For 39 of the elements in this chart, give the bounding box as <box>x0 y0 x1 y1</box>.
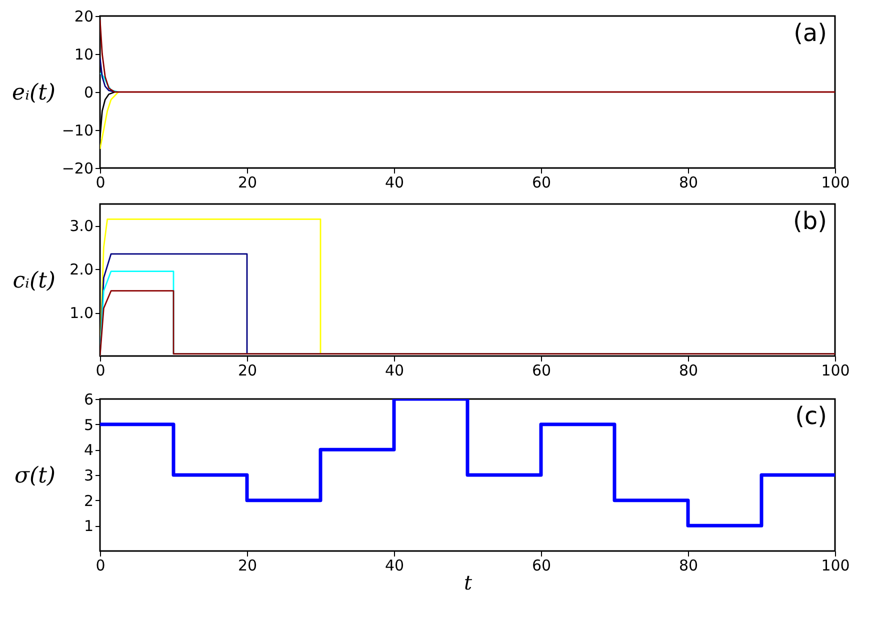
x-tick-label: 100 <box>821 174 850 192</box>
y-axis-title: eᵢ(t) <box>12 80 56 106</box>
x-tick-label: 20 <box>238 174 258 192</box>
annotation: (b) <box>793 207 827 235</box>
y-tick-label: 3.0 <box>70 217 94 236</box>
x-tick-label: 60 <box>532 556 552 574</box>
y-tick-label: 1.0 <box>70 304 94 322</box>
y-axis-title: σ(t) <box>14 464 56 488</box>
x-tick-label: 40 <box>384 362 404 380</box>
y-tick-label: −20 <box>62 160 94 178</box>
x-tick-label: 40 <box>384 556 404 574</box>
y-tick-label: 2 <box>84 492 94 510</box>
y-tick-label: 20 <box>74 8 94 26</box>
x-tick-label: 0 <box>96 174 106 192</box>
y-tick-label: 5 <box>84 416 94 434</box>
y-tick-label: 3 <box>84 466 94 484</box>
x-tick-label: 100 <box>821 556 850 574</box>
x-tick-label: 0 <box>96 362 106 380</box>
x-tick-label: 60 <box>532 362 552 380</box>
x-tick-label: 80 <box>678 174 698 192</box>
x-tick-label: 40 <box>384 174 404 192</box>
x-tick-label: 80 <box>678 362 698 380</box>
y-tick-label: 2.0 <box>70 260 94 279</box>
y-tick-label: 10 <box>74 46 94 64</box>
y-tick-label: −10 <box>62 122 94 140</box>
y-axis-title: cᵢ(t) <box>12 268 56 294</box>
x-tick-label: 80 <box>678 556 698 574</box>
x-tick-label: 100 <box>821 362 850 380</box>
annotation: (a) <box>794 19 827 47</box>
y-tick-label: 1 <box>84 517 94 536</box>
x-tick-label: 0 <box>96 556 106 574</box>
y-tick-label: 0 <box>84 84 94 102</box>
x-tick-label: 20 <box>238 362 258 380</box>
annotation: (c) <box>795 402 827 430</box>
x-tick-label: 20 <box>238 556 258 574</box>
x-axis-title: t <box>464 570 473 594</box>
x-tick-label: 60 <box>532 174 552 192</box>
y-tick-label: 4 <box>84 441 94 460</box>
y-tick-label: 6 <box>84 390 94 408</box>
